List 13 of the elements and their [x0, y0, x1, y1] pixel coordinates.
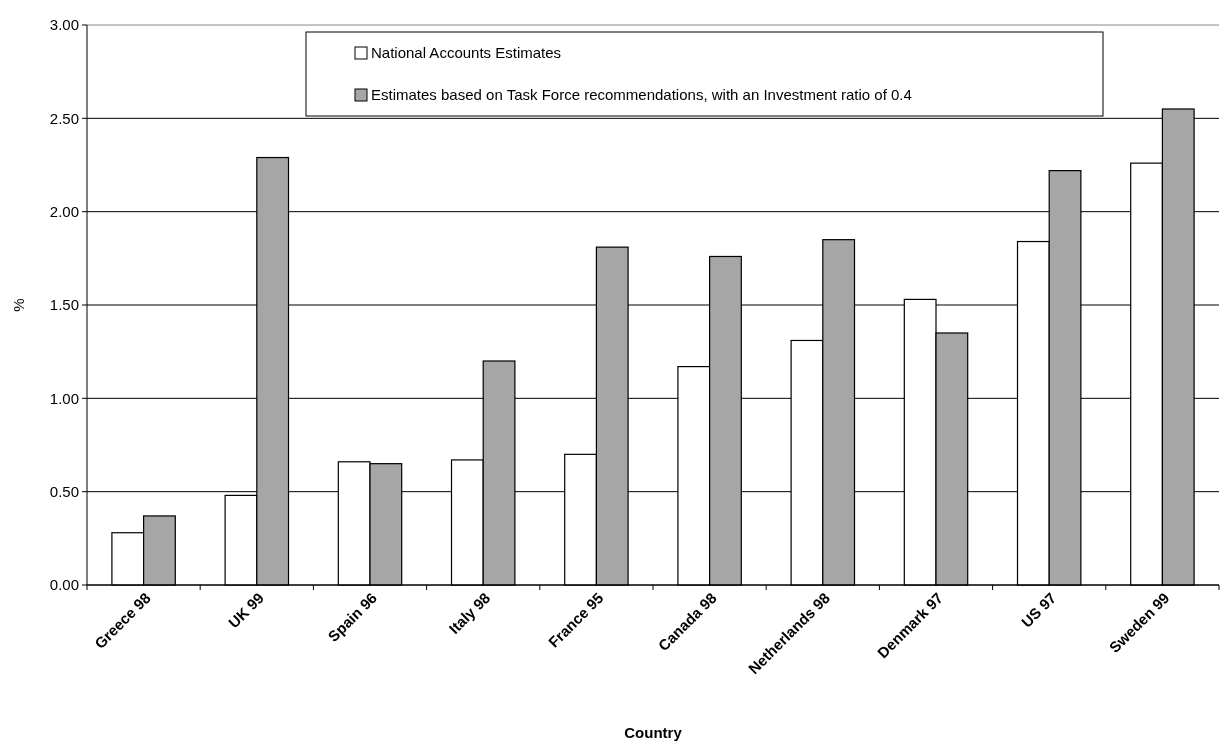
- y-axis-title: %: [10, 298, 27, 312]
- y-tick-label: 1.50: [49, 296, 79, 314]
- y-tick-label: 2.00: [49, 202, 79, 220]
- y-tick-label: 1.00: [49, 389, 79, 407]
- legend-label: Estimates based on Task Force recommendations, with an Investment ratio of 0.4: [371, 86, 912, 104]
- x-axis-title: Country: [624, 724, 683, 741]
- legend-label: National Accounts Estimates: [371, 44, 562, 62]
- x-tick-label: UK 99: [224, 589, 267, 632]
- y-tick-label: 0.00: [49, 576, 79, 594]
- y-tick-label: 2.50: [49, 109, 79, 127]
- y-tick-label: 3.00: [49, 16, 79, 34]
- x-tick-label: US 97: [1017, 589, 1060, 631]
- y-tick-label: 0.50: [49, 482, 79, 500]
